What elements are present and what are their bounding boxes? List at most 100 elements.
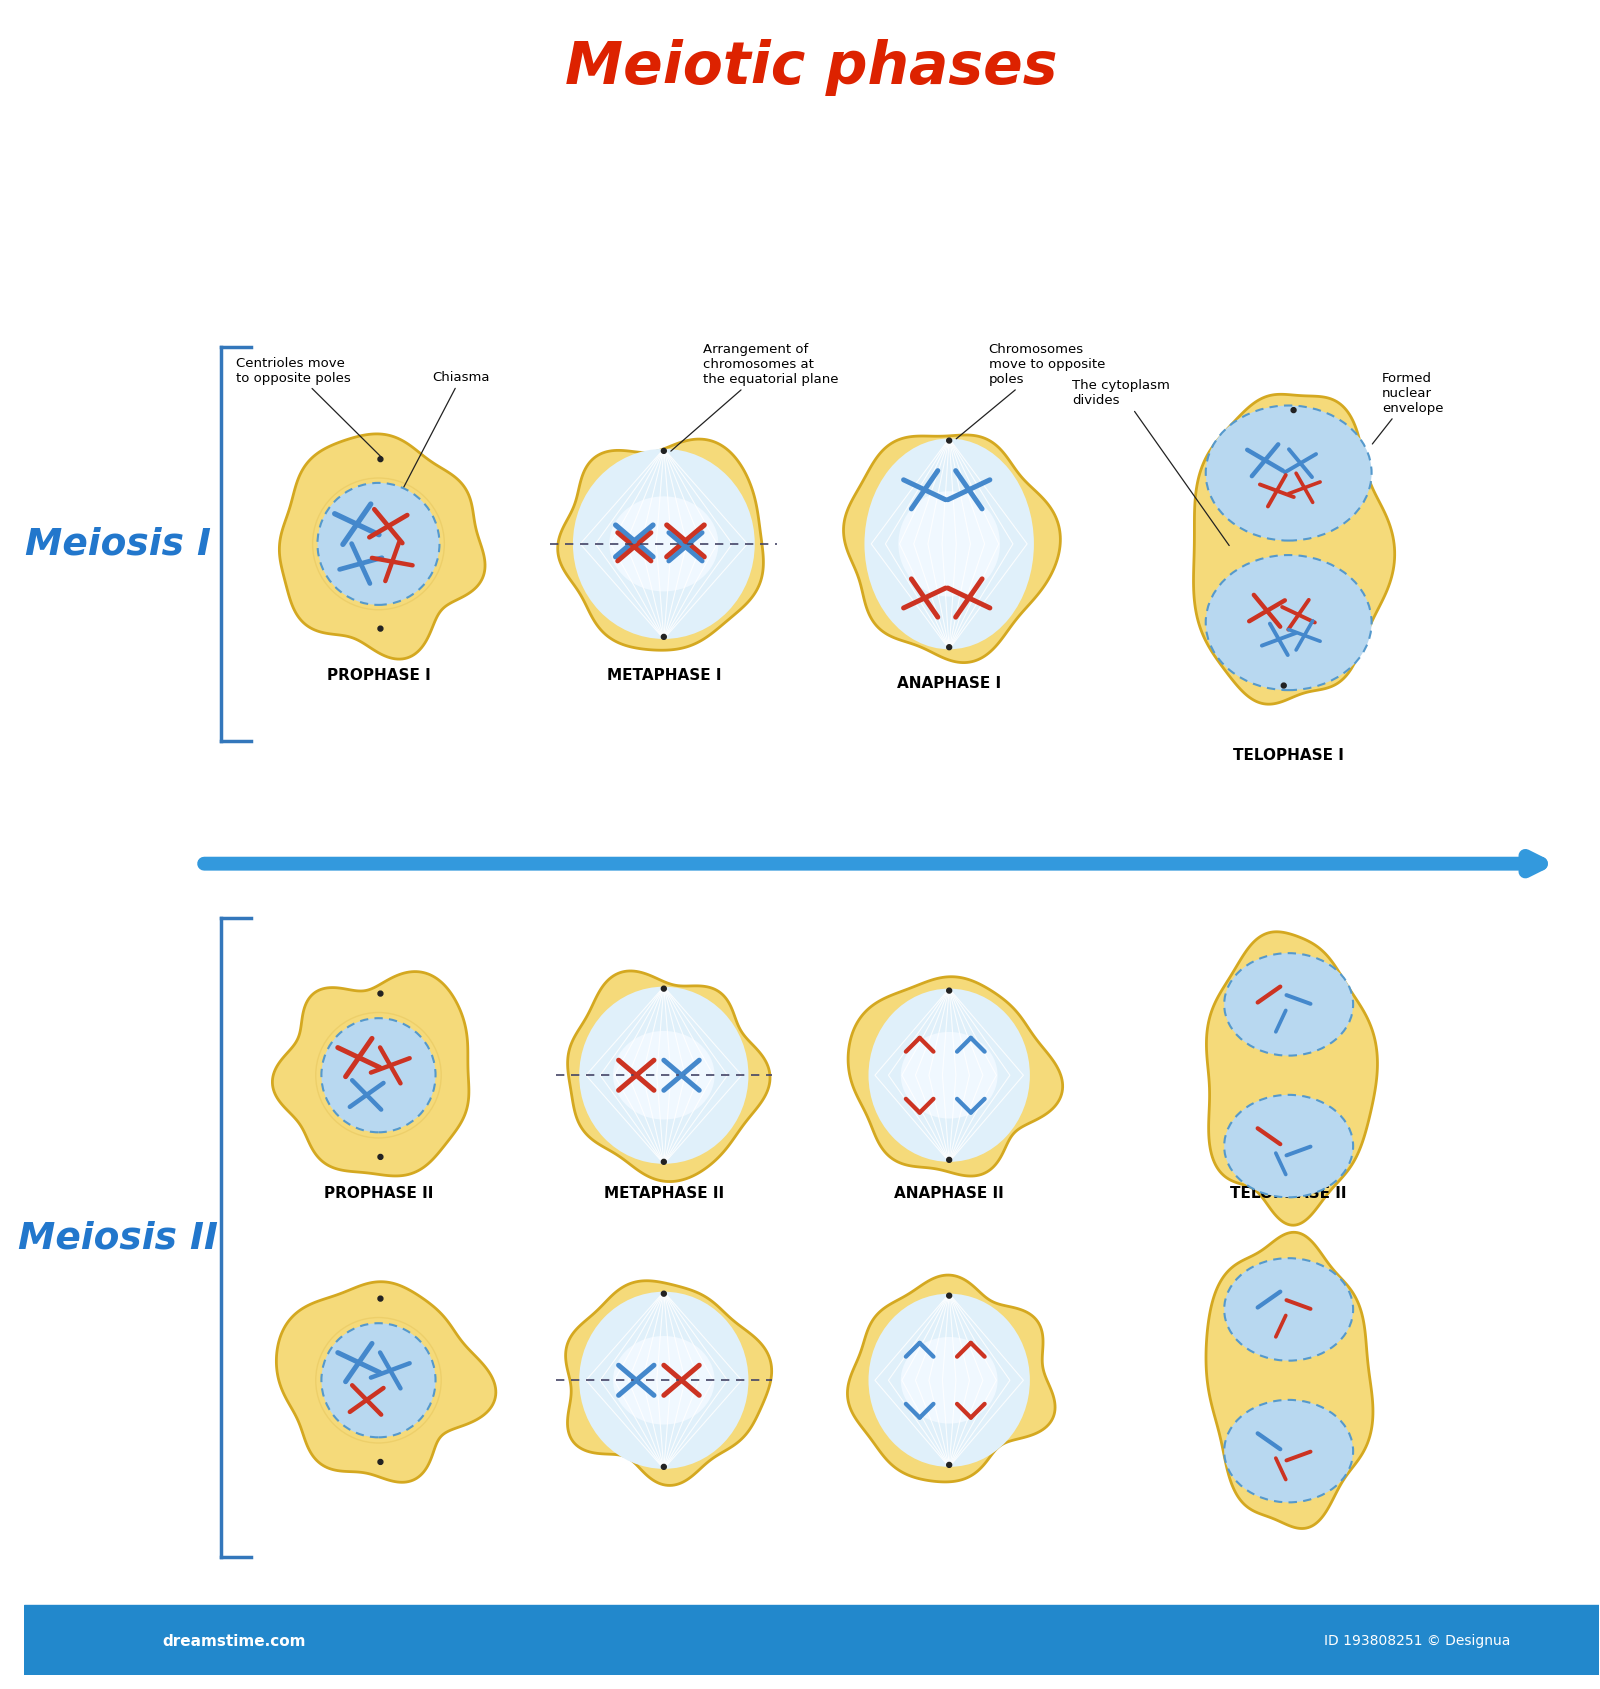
Circle shape	[634, 1378, 638, 1383]
Ellipse shape	[869, 990, 1030, 1162]
Circle shape	[661, 986, 666, 991]
Circle shape	[355, 522, 358, 527]
Ellipse shape	[322, 1018, 435, 1133]
Ellipse shape	[1224, 954, 1354, 1056]
Text: TELOPHASE I: TELOPHASE I	[1234, 747, 1344, 762]
Circle shape	[378, 991, 382, 997]
Circle shape	[1277, 638, 1280, 642]
Text: PROPHASE I: PROPHASE I	[326, 667, 430, 682]
Text: ID 193808251 © Designua: ID 193808251 © Designua	[1323, 1633, 1510, 1647]
Circle shape	[1282, 684, 1286, 689]
Ellipse shape	[901, 1032, 997, 1118]
Circle shape	[378, 1459, 382, 1464]
Text: Meiotic phases: Meiotic phases	[565, 39, 1058, 96]
Polygon shape	[272, 973, 469, 1176]
Text: Chromosomes
move to opposite
poles: Chromosomes move to opposite poles	[957, 343, 1106, 439]
Circle shape	[1266, 610, 1269, 613]
Circle shape	[357, 1056, 362, 1061]
Polygon shape	[1206, 1233, 1373, 1529]
Circle shape	[680, 1074, 683, 1078]
Text: PROPHASE II: PROPHASE II	[323, 1186, 434, 1201]
Circle shape	[947, 645, 952, 650]
Ellipse shape	[1224, 1258, 1354, 1361]
Circle shape	[947, 1294, 952, 1299]
Ellipse shape	[869, 1294, 1030, 1468]
Circle shape	[661, 635, 666, 640]
Text: Arrangement of
chromosomes at
the equatorial plane: Arrangement of chromosomes at the equato…	[670, 343, 838, 453]
Circle shape	[632, 546, 637, 549]
Circle shape	[389, 1064, 392, 1067]
Circle shape	[683, 546, 688, 549]
Text: TELOPHASE II: TELOPHASE II	[1230, 1186, 1347, 1201]
Text: ANAPHASE II: ANAPHASE II	[894, 1186, 1005, 1201]
Polygon shape	[568, 971, 770, 1182]
Circle shape	[634, 1074, 638, 1078]
Circle shape	[947, 1463, 952, 1468]
Ellipse shape	[613, 1032, 715, 1120]
Circle shape	[683, 539, 688, 544]
Ellipse shape	[1224, 1400, 1354, 1503]
Ellipse shape	[610, 497, 718, 593]
Polygon shape	[277, 1282, 496, 1483]
Text: The cytoplasm
divides: The cytoplasm divides	[1072, 378, 1229, 546]
Text: METAPHASE I: METAPHASE I	[606, 667, 722, 682]
Circle shape	[365, 1093, 368, 1098]
Ellipse shape	[1206, 407, 1371, 540]
Text: Chiasma: Chiasma	[384, 372, 490, 524]
Text: METAPHASE II: METAPHASE II	[603, 1186, 723, 1201]
Polygon shape	[280, 434, 485, 660]
Text: Meiosis I: Meiosis I	[24, 527, 211, 562]
Circle shape	[365, 1398, 368, 1402]
Polygon shape	[558, 439, 763, 650]
Circle shape	[1275, 490, 1278, 493]
Polygon shape	[1194, 395, 1395, 704]
Circle shape	[661, 449, 666, 454]
Ellipse shape	[613, 1336, 715, 1426]
Circle shape	[1302, 635, 1306, 637]
Text: Formed
nuclear
envelope: Formed nuclear envelope	[1373, 372, 1443, 444]
Circle shape	[389, 1368, 392, 1373]
Circle shape	[661, 1160, 666, 1165]
Circle shape	[358, 562, 363, 566]
Polygon shape	[848, 1275, 1054, 1481]
Circle shape	[947, 988, 952, 993]
Ellipse shape	[1224, 1094, 1354, 1198]
Circle shape	[1291, 409, 1296, 414]
Circle shape	[661, 1464, 666, 1469]
Ellipse shape	[573, 449, 755, 640]
Polygon shape	[1206, 932, 1378, 1226]
FancyArrowPatch shape	[205, 856, 1541, 872]
Circle shape	[386, 525, 390, 529]
Circle shape	[947, 1157, 952, 1162]
Text: dreamstime.com: dreamstime.com	[162, 1633, 306, 1647]
Circle shape	[966, 488, 971, 493]
Ellipse shape	[864, 439, 1034, 650]
Circle shape	[390, 561, 394, 564]
Circle shape	[378, 1297, 382, 1301]
Circle shape	[378, 627, 382, 632]
Ellipse shape	[317, 483, 440, 606]
Ellipse shape	[322, 1324, 435, 1437]
Circle shape	[1302, 486, 1306, 490]
Circle shape	[357, 1361, 362, 1365]
Circle shape	[947, 439, 952, 444]
Ellipse shape	[579, 1292, 749, 1469]
Ellipse shape	[1206, 556, 1371, 691]
Circle shape	[1262, 459, 1267, 463]
Text: Meiosis II: Meiosis II	[18, 1219, 218, 1257]
Polygon shape	[566, 1280, 771, 1486]
Circle shape	[923, 596, 926, 601]
Polygon shape	[848, 978, 1062, 1176]
Ellipse shape	[579, 986, 749, 1164]
Circle shape	[378, 458, 382, 463]
Circle shape	[1298, 613, 1301, 616]
Circle shape	[378, 1155, 382, 1160]
Circle shape	[923, 488, 926, 493]
Text: Centrioles move
to opposite poles: Centrioles move to opposite poles	[235, 356, 381, 458]
Circle shape	[632, 539, 637, 544]
Ellipse shape	[898, 491, 1000, 598]
Polygon shape	[843, 436, 1061, 664]
Circle shape	[680, 1378, 683, 1383]
Ellipse shape	[901, 1338, 997, 1424]
Circle shape	[1299, 463, 1302, 466]
